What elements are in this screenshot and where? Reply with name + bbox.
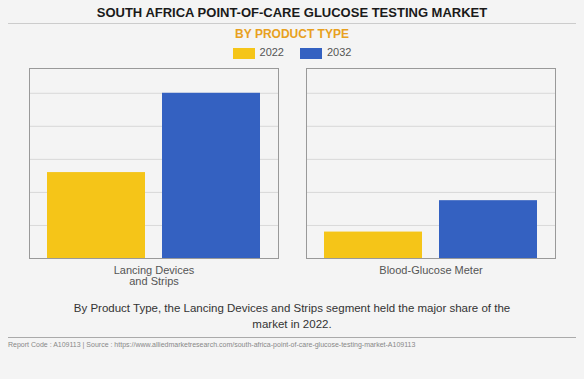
- svg-text:Blood-Glucose Meter: Blood-Glucose Meter: [379, 264, 483, 276]
- html-text:BY PRODUCT TYPE: BY PRODUCT TYPE: [235, 27, 349, 41]
- html-text:2022: 2022: [259, 46, 284, 58]
- html-text:Report Code : A109113 | Source: Report Code : A109113 | Source : https:/…: [8, 341, 416, 348]
- html-text:By Product Type, the Lancing D: By Product Type, the Lancing Devices and…: [73, 302, 511, 330]
- html-text:2032: 2032: [327, 46, 352, 58]
- svg-text:Lancing Devicesand Strips: Lancing Devicesand Strips: [114, 264, 195, 287]
- html-text:SOUTH AFRICA POINT-OF-CARE GLU: SOUTH AFRICA POINT-OF-CARE GLUCOSE TESTI…: [96, 5, 488, 20]
